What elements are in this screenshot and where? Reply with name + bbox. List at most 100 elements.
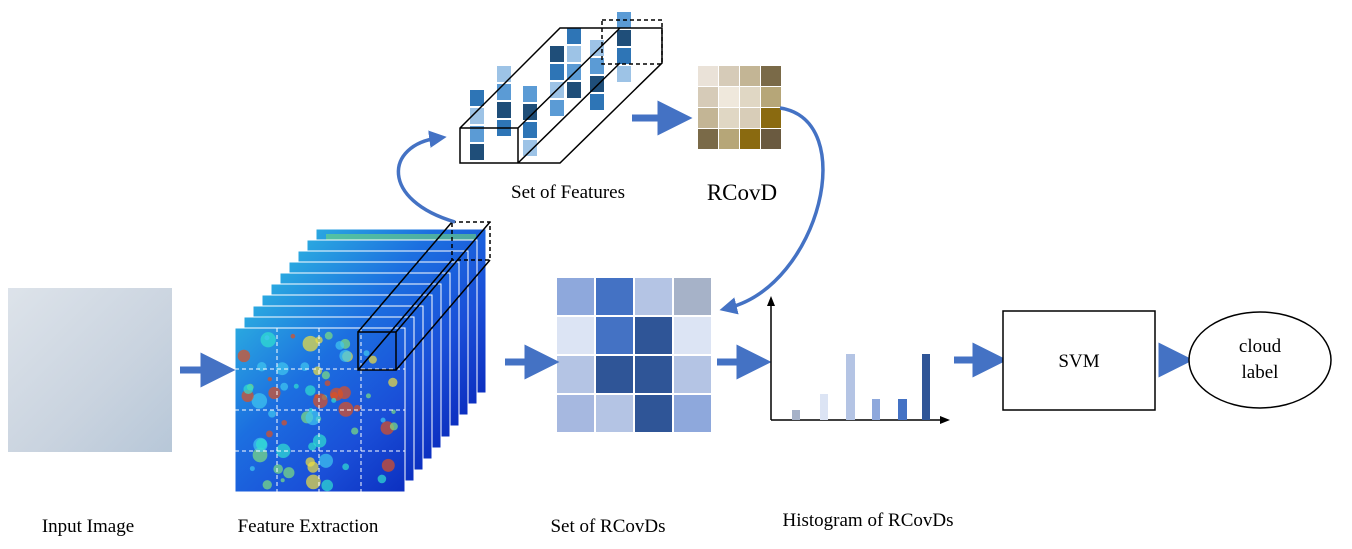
feature-cell <box>470 90 484 106</box>
feature-spot <box>353 404 361 412</box>
feature-cell <box>497 102 511 118</box>
feature-spot <box>280 382 289 391</box>
feature-cell <box>590 40 604 56</box>
rcovds-cell <box>674 278 711 315</box>
rcovd-cell <box>740 129 760 149</box>
feature-spot <box>313 366 322 376</box>
feature-spot <box>283 467 295 479</box>
cuboid-edge <box>357 221 453 333</box>
feature-cell <box>590 94 604 110</box>
rcovd-cell <box>740 66 760 86</box>
feature-spot <box>339 349 352 362</box>
feature-spot <box>338 401 354 417</box>
rcovd-cell <box>740 87 760 107</box>
feature-spot <box>324 380 331 387</box>
rcovds-cell <box>557 356 594 393</box>
rcovds-cell <box>635 317 672 354</box>
feature-spot <box>268 386 281 400</box>
rcovd-cell <box>761 87 781 107</box>
feature-cell <box>567 82 581 98</box>
rcovd-cell <box>719 108 739 128</box>
svm-box <box>1002 310 1156 411</box>
feature-spot <box>237 349 251 363</box>
rcovds-grid <box>557 278 711 432</box>
feature-spot <box>351 427 359 435</box>
feature-spot <box>276 443 291 458</box>
feature-spot <box>243 384 254 394</box>
feature-cell <box>523 140 537 156</box>
label-feature-extraction: Feature Extraction <box>238 516 379 537</box>
feature-spot <box>275 362 289 376</box>
feature-cell <box>550 64 564 80</box>
cuboid-edge <box>395 221 491 333</box>
svm-label: SVM <box>1058 351 1099 372</box>
rcovd-cell <box>761 129 781 149</box>
feature-spot <box>342 463 350 471</box>
feature-spot <box>368 355 377 364</box>
rcovd-cell <box>761 66 781 86</box>
rcovd-cell <box>719 87 739 107</box>
feature-cell <box>470 108 484 124</box>
feature-cell <box>470 144 484 160</box>
feature-spot <box>273 464 284 474</box>
feature-spot <box>249 466 255 472</box>
feature-spot <box>318 453 333 468</box>
patch <box>357 331 397 371</box>
feature-spot <box>293 383 299 389</box>
output-ellipse <box>1188 311 1332 409</box>
feature-spot <box>365 393 371 399</box>
label-rcovd: RCovD <box>707 180 777 205</box>
output-line: label <box>1242 362 1279 383</box>
feature-cell <box>550 100 564 116</box>
feature-stack <box>234 221 491 493</box>
feature-cell <box>523 122 537 138</box>
cuboid-edge <box>357 259 453 371</box>
rcovd-cell <box>761 108 781 128</box>
rcovd-cell <box>698 129 718 149</box>
rcovds-cell <box>557 278 594 315</box>
feature-spot <box>381 458 395 472</box>
feature-spot <box>290 333 296 339</box>
feature-columns <box>459 12 663 164</box>
rcovd-matrix <box>698 66 781 149</box>
feature-box <box>601 19 663 65</box>
feature-spot <box>363 350 370 357</box>
rcovds-cell <box>635 278 672 315</box>
feature-spot <box>302 335 319 352</box>
feature-spot <box>305 385 316 396</box>
feature-spot <box>280 478 285 483</box>
feature-spot <box>307 461 319 473</box>
feature-cell <box>497 66 511 82</box>
input-image <box>8 288 172 452</box>
feature-cell <box>590 58 604 74</box>
feature-spot <box>337 386 351 400</box>
rcovd-cell <box>719 66 739 86</box>
rcovds-cell <box>557 395 594 432</box>
feature-spot <box>264 335 270 341</box>
feature-spot <box>335 340 345 350</box>
feature-spot <box>312 434 327 448</box>
feature-cell <box>470 126 484 142</box>
rcovds-cell <box>674 395 711 432</box>
cuboid-edge <box>395 259 491 371</box>
feature-spot <box>321 479 334 492</box>
feature-spot <box>306 474 321 490</box>
feature-spot <box>266 430 273 438</box>
feature-cell <box>617 66 631 82</box>
layout <box>8 12 1332 493</box>
label-set-rcovds: Set of RCovDs <box>550 516 665 537</box>
feature-spot <box>267 376 272 382</box>
feature-cell <box>567 28 581 44</box>
feature-cell <box>617 30 631 46</box>
rcovd-cell <box>698 66 718 86</box>
patch <box>451 221 491 261</box>
feature-cell <box>550 46 564 62</box>
rcovds-cell <box>674 317 711 354</box>
feature-spot <box>389 422 398 431</box>
feature-spot <box>391 409 396 414</box>
rcovd-cell <box>698 108 718 128</box>
rcovds-cell <box>557 317 594 354</box>
feature-cell <box>567 46 581 62</box>
feature-spot <box>324 331 333 340</box>
